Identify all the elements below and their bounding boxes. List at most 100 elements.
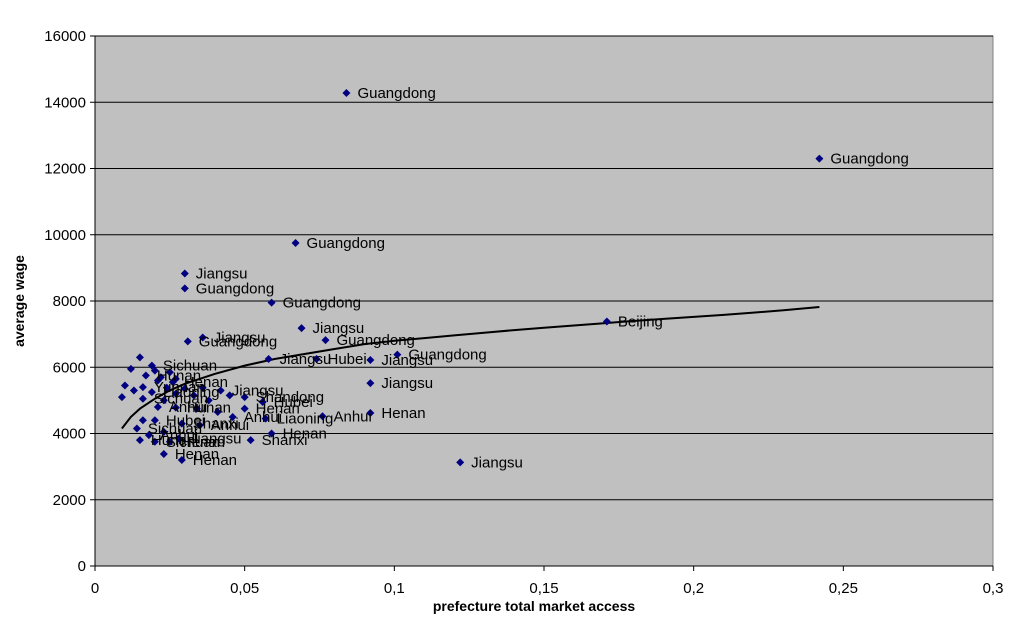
data-label: Jiangsu xyxy=(280,351,332,368)
data-point xyxy=(204,396,213,405)
data-point xyxy=(153,403,162,411)
x-tick-label: 0 xyxy=(91,580,99,597)
data-point xyxy=(198,383,207,392)
y-tick-label: 2000 xyxy=(53,492,86,509)
data-point xyxy=(195,421,204,430)
data-label: Henan xyxy=(193,452,237,469)
data-point xyxy=(171,403,180,412)
data-point xyxy=(141,371,150,380)
data-label: Henan xyxy=(184,374,228,391)
data-point xyxy=(165,368,174,377)
data-point xyxy=(180,384,189,393)
data-point xyxy=(147,388,156,397)
data-point xyxy=(366,355,375,364)
axes xyxy=(90,35,994,571)
data-point xyxy=(135,436,144,445)
data-point xyxy=(225,391,234,400)
data-label: Guangdong xyxy=(199,333,277,350)
data-label: Guangdong xyxy=(283,295,361,312)
data-point xyxy=(213,407,222,416)
y-tick-label: 16000 xyxy=(44,28,86,45)
data-point xyxy=(192,404,201,413)
data-label: Shanxi xyxy=(262,432,308,449)
data-label: Liaoning xyxy=(163,384,220,401)
gridlines xyxy=(95,35,993,501)
y-tick-label: 0 xyxy=(78,558,86,575)
x-tick-label: 0,25 xyxy=(829,580,858,597)
data-point xyxy=(135,353,144,362)
data-point xyxy=(393,350,402,359)
data-label: Sichuan xyxy=(148,421,202,438)
data-point xyxy=(180,269,189,278)
data-label: Anhui xyxy=(211,417,249,434)
data-label: Sichuan xyxy=(166,434,220,451)
data-point xyxy=(129,386,138,395)
data-point xyxy=(267,298,276,307)
data-point xyxy=(150,366,159,375)
data-label: Anhui xyxy=(160,427,198,444)
data-label: Liaoning xyxy=(277,411,334,428)
data-point xyxy=(297,324,306,333)
data-point xyxy=(240,404,249,413)
data-point xyxy=(138,394,147,403)
data-point xyxy=(144,431,153,440)
trend-line xyxy=(121,306,820,430)
data-label: Shandong xyxy=(256,389,324,406)
data-label: Sichuan xyxy=(163,358,217,375)
data-label: Beijing xyxy=(618,314,663,331)
data-point xyxy=(189,391,198,400)
y-axis-title: average wage xyxy=(11,255,27,347)
data-label: Hunan xyxy=(187,400,231,417)
data-point xyxy=(126,364,135,373)
data-label: Guangdong xyxy=(307,235,385,252)
data-label: Guangdong xyxy=(196,280,274,297)
data-label: Jiangsu xyxy=(381,375,433,392)
data-point xyxy=(120,381,129,390)
data-point xyxy=(159,450,168,459)
data-label: Jiangsu xyxy=(190,430,242,447)
data-point xyxy=(264,354,273,363)
data-label: Hubei xyxy=(166,412,205,429)
data-label: Guangdong xyxy=(357,85,435,102)
data-label: Guangdong xyxy=(336,332,414,349)
data-point xyxy=(216,386,225,395)
data-point xyxy=(165,437,174,446)
x-tick-label: 0,2 xyxy=(683,580,704,597)
data-point xyxy=(318,412,327,421)
data-label: Henan xyxy=(181,434,225,451)
x-tick-label: 0,05 xyxy=(230,580,259,597)
data-point xyxy=(153,376,162,385)
data-point xyxy=(150,416,159,425)
x-tick-label: 0,1 xyxy=(384,580,405,597)
data-point xyxy=(177,456,186,464)
data-point xyxy=(312,354,321,363)
data-point xyxy=(162,383,171,392)
data-point xyxy=(159,396,168,405)
data-label: Henan xyxy=(381,405,425,422)
data-points xyxy=(117,88,824,467)
data-label: Jiangsu xyxy=(381,352,433,369)
data-point xyxy=(602,317,611,326)
data-point xyxy=(183,337,192,346)
data-point xyxy=(198,333,207,342)
data-point xyxy=(138,416,147,425)
data-label: Henan xyxy=(283,426,327,443)
data-point xyxy=(180,284,189,293)
data-point xyxy=(150,437,159,446)
data-label: Jiangsu xyxy=(214,329,266,346)
data-label: Henan xyxy=(175,446,219,463)
data-point xyxy=(174,434,183,443)
data-label: Hunan xyxy=(151,432,195,449)
point-labels: GuangdongGuangdongGuangdongJiangsuGuangd… xyxy=(148,85,909,471)
data-point xyxy=(261,414,270,423)
data-point xyxy=(240,393,249,402)
data-label: Guangdong xyxy=(408,347,486,364)
data-label: Jiangsu xyxy=(196,266,248,283)
y-tick-label: 10000 xyxy=(44,227,86,244)
data-point xyxy=(258,398,267,407)
data-point xyxy=(342,88,351,97)
data-point xyxy=(159,427,168,436)
data-point xyxy=(168,378,177,387)
data-point xyxy=(246,436,255,445)
